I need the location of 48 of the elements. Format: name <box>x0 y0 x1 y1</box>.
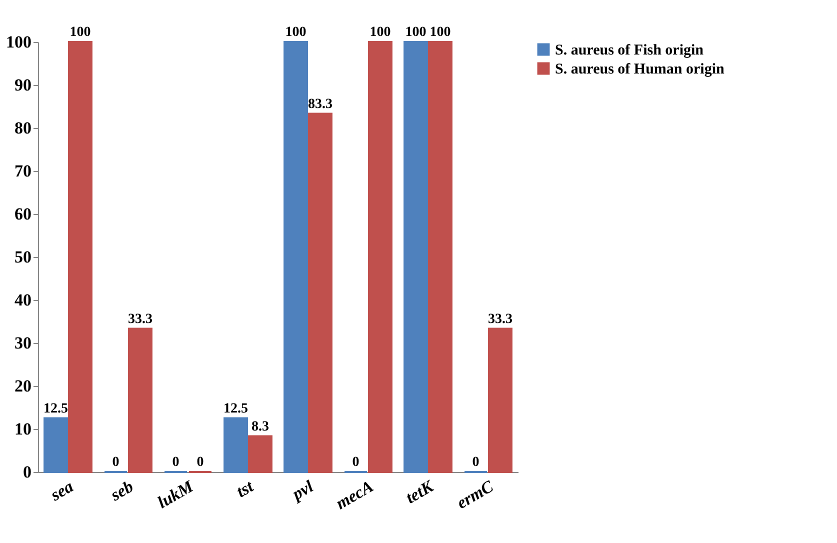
y-tick-label: 0 <box>23 462 32 482</box>
y-tick-label: 80 <box>14 118 32 138</box>
bar <box>44 417 68 473</box>
data-label: 100 <box>70 25 91 40</box>
x-tick-label: tetK <box>402 476 438 508</box>
data-label: 100 <box>430 25 451 40</box>
x-tick-label: sea <box>46 476 77 506</box>
legend-label: S. aureus of Fish origin <box>555 42 704 58</box>
bar <box>488 328 512 473</box>
bar <box>128 328 152 473</box>
y-tick-label: 20 <box>14 376 32 396</box>
data-label: 100 <box>405 25 426 40</box>
bar <box>368 41 392 473</box>
data-label: 12.5 <box>44 401 68 416</box>
data-label: 8.3 <box>251 419 269 434</box>
x-tick-label: seb <box>106 476 136 506</box>
data-label: 0 <box>196 455 204 470</box>
x-tick-label: tst <box>233 476 258 502</box>
data-label: 100 <box>285 25 306 40</box>
bar <box>248 435 272 473</box>
bar <box>284 41 308 473</box>
data-label: 0 <box>172 455 180 470</box>
data-label: 0 <box>112 455 120 470</box>
y-tick-label: 90 <box>14 76 32 94</box>
data-label: 12.5 <box>224 401 248 416</box>
data-label: 33.3 <box>488 312 512 327</box>
y-tick-label: 40 <box>14 290 32 310</box>
y-tick-label: 100 <box>6 32 32 52</box>
y-tick-label: 30 <box>14 334 32 352</box>
bar <box>308 112 332 473</box>
x-tick-label: mecA <box>332 476 376 514</box>
x-tick-label: lukM <box>154 476 198 512</box>
legend-label: S. aureus of Human origin <box>555 62 725 78</box>
x-tick-label: pvl <box>287 476 317 505</box>
bar <box>404 41 428 473</box>
y-tick-label: 60 <box>14 204 32 224</box>
y-tick-label: 70 <box>14 162 32 180</box>
data-label: 33.3 <box>128 312 152 327</box>
data-label: 83.3 <box>308 96 332 112</box>
data-label: 0 <box>472 455 480 470</box>
y-tick-label: 50 <box>14 248 32 266</box>
bar <box>428 41 452 473</box>
bar <box>224 417 248 473</box>
bar <box>68 41 92 473</box>
x-tick-label: ermC <box>453 476 498 513</box>
data-label: 0 <box>352 455 360 470</box>
y-tick-label: 10 <box>14 420 32 438</box>
data-label: 100 <box>370 25 391 40</box>
